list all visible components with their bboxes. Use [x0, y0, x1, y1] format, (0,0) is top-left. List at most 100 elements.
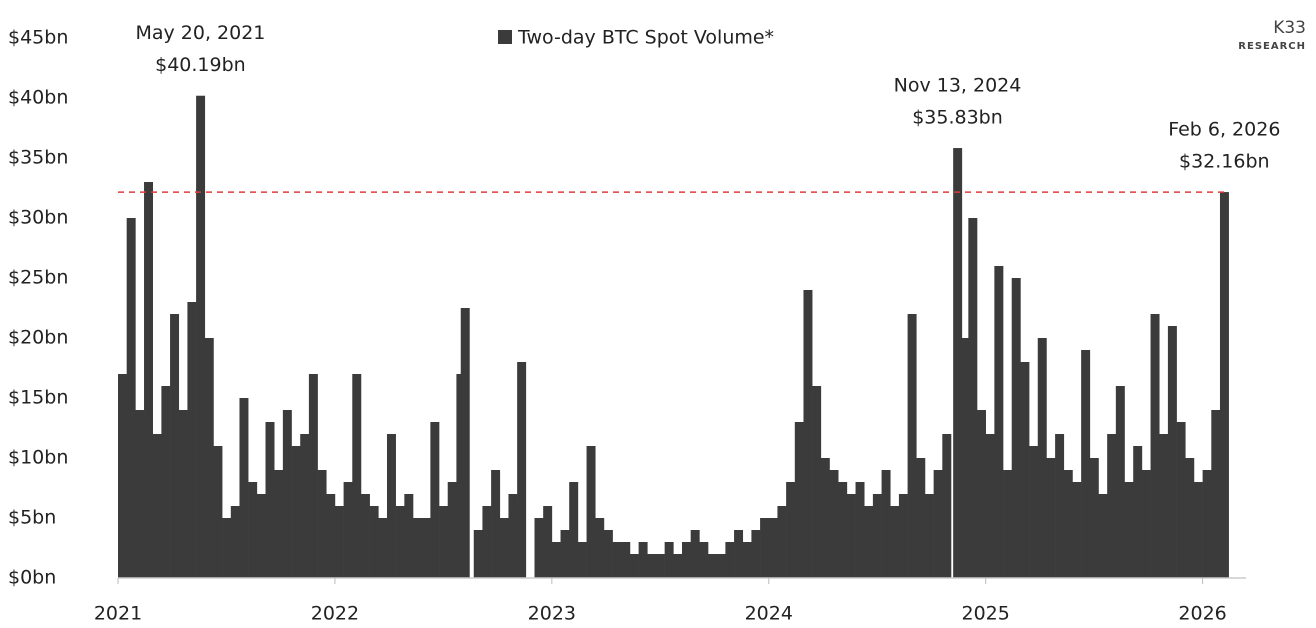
- annotation-date: Nov 13, 2024: [894, 75, 1022, 97]
- bar: [1150, 314, 1160, 578]
- bar: [1141, 470, 1151, 578]
- bar: [1089, 458, 1099, 578]
- bar: [135, 410, 145, 578]
- bar: [126, 218, 136, 578]
- legend-label: Two-day BTC Spot Volume*: [517, 27, 774, 49]
- bar: [404, 494, 414, 578]
- bar: [838, 482, 848, 578]
- bar: [1063, 470, 1073, 578]
- bar: [248, 482, 258, 578]
- bar: [829, 470, 839, 578]
- y-tick-label: $20bn: [8, 327, 68, 349]
- bar: [1011, 278, 1021, 578]
- bar: [647, 554, 657, 578]
- bar: [413, 518, 422, 578]
- bar: [977, 410, 986, 578]
- x-tick-label: 2024: [745, 603, 793, 625]
- bar: [256, 494, 266, 578]
- bar: [994, 266, 1004, 578]
- bar: [144, 182, 154, 578]
- annotation-value: $40.19bn: [155, 54, 246, 76]
- y-tick-label: $25bn: [8, 267, 68, 289]
- bar: [482, 506, 492, 578]
- bar: [803, 290, 813, 578]
- annotation-value: $32.16bn: [1179, 151, 1270, 173]
- bar: [655, 554, 665, 578]
- bar: [794, 422, 804, 578]
- x-tick-label: 2021: [94, 603, 142, 625]
- bar: [846, 494, 856, 578]
- bar: [1115, 386, 1125, 578]
- bar: [1029, 446, 1039, 578]
- bar: [768, 518, 778, 578]
- bar: [326, 494, 336, 578]
- bar: [968, 218, 978, 578]
- bar: [491, 470, 501, 578]
- bar: [447, 482, 457, 578]
- bar: [265, 422, 275, 578]
- bar: [682, 542, 691, 578]
- bar: [664, 542, 674, 578]
- bar: [586, 446, 596, 578]
- bar: [933, 470, 943, 578]
- bar: [343, 482, 353, 578]
- bar: [1098, 494, 1108, 578]
- bar: [577, 542, 587, 578]
- annotation-value: $35.83bn: [912, 107, 1003, 129]
- bar: [751, 530, 761, 578]
- bar: [1072, 482, 1082, 578]
- x-tick-label: 2025: [962, 603, 1010, 625]
- bar: [300, 434, 310, 578]
- bar: [1003, 470, 1013, 578]
- bar: [872, 494, 882, 578]
- bar: [907, 314, 917, 578]
- bar: [1193, 482, 1203, 578]
- bar: [291, 446, 301, 578]
- bar: [152, 434, 162, 578]
- bar: [734, 530, 744, 578]
- bar: [1202, 470, 1212, 578]
- bar: [317, 470, 327, 578]
- bar: [603, 530, 613, 578]
- bar: [725, 542, 735, 578]
- bar: [560, 530, 570, 578]
- bar: [170, 314, 180, 578]
- bar: [812, 386, 822, 578]
- bar: [1133, 446, 1143, 578]
- legend-swatch: [498, 30, 512, 44]
- bar: [543, 506, 553, 578]
- bar: [612, 542, 622, 578]
- y-tick-label: $5bn: [8, 507, 56, 529]
- bar: [777, 506, 787, 578]
- y-tick-label: $15bn: [8, 387, 68, 409]
- bar: [621, 542, 631, 578]
- bar: [638, 542, 648, 578]
- bar: [439, 506, 449, 578]
- bar: [1159, 434, 1169, 578]
- bar: [395, 506, 405, 578]
- bar: [890, 506, 900, 578]
- bar: [985, 434, 995, 578]
- bar: [708, 554, 718, 578]
- bar: [1185, 458, 1195, 578]
- bar: [360, 494, 370, 578]
- bar: [760, 518, 770, 578]
- bar: [499, 518, 509, 578]
- bar: [230, 506, 240, 578]
- bar: [569, 482, 579, 578]
- bar: [196, 95, 206, 578]
- bar: [517, 362, 527, 578]
- bar: [673, 554, 683, 578]
- bar: [898, 494, 908, 578]
- bar: [274, 470, 284, 578]
- bar: [534, 518, 544, 578]
- y-tick-label: $40bn: [8, 87, 68, 109]
- bar: [213, 446, 223, 578]
- y-tick-label: $45bn: [8, 27, 68, 49]
- bar: [595, 518, 605, 578]
- annotation-date: May 20, 2021: [135, 22, 265, 44]
- bar: [820, 458, 830, 578]
- bar: [378, 518, 388, 578]
- bar: [1176, 422, 1186, 578]
- bar: [953, 148, 963, 579]
